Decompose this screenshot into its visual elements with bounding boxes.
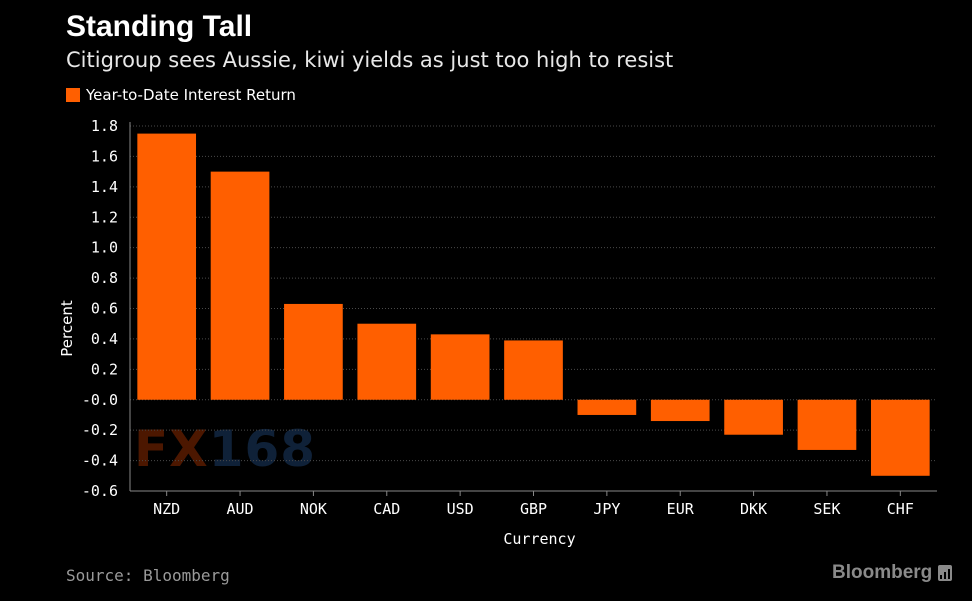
legend: Year-to-Date Interest Return bbox=[66, 86, 296, 104]
x-tick-label: EUR bbox=[667, 500, 695, 518]
bar-eur bbox=[650, 399, 710, 422]
y-axis-label: Percent bbox=[58, 300, 76, 357]
y-tick-label: 0.6 bbox=[91, 300, 118, 318]
bar-aud bbox=[210, 171, 270, 400]
bar-sek bbox=[797, 399, 857, 450]
source-note: Source: Bloomberg bbox=[66, 566, 230, 585]
y-tick-label: 0.4 bbox=[91, 330, 118, 348]
bar-dkk bbox=[724, 399, 783, 435]
bar-chf bbox=[870, 399, 930, 476]
x-tick-label: AUD bbox=[226, 500, 253, 518]
y-tick-label: 1.8 bbox=[91, 117, 118, 135]
y-tick-label: 1.4 bbox=[91, 178, 118, 196]
x-tick-label: USD bbox=[447, 500, 474, 518]
chart-title: Standing Tall bbox=[66, 10, 253, 43]
legend-swatch bbox=[66, 88, 80, 102]
watermark-part-a: FX bbox=[134, 420, 209, 478]
y-tick-label: 1.2 bbox=[91, 208, 118, 226]
bar-jpy bbox=[577, 399, 637, 415]
y-tick-label: -0.0 bbox=[82, 391, 118, 409]
brand-name: Bloomberg bbox=[832, 562, 933, 583]
x-tick-label: CAD bbox=[373, 500, 400, 518]
x-tick-label: SEK bbox=[813, 500, 840, 518]
bar-nzd bbox=[137, 133, 197, 400]
bar-cad bbox=[357, 323, 417, 400]
x-tick-label: NZD bbox=[153, 500, 180, 518]
x-axis-label: Currency bbox=[503, 530, 575, 548]
y-tick-label: 1.6 bbox=[91, 147, 118, 165]
chart-subtitle: Citigroup sees Aussie, kiwi yields as ju… bbox=[66, 48, 674, 72]
x-tick-label: CHF bbox=[887, 500, 914, 518]
legend-label: Year-to-Date Interest Return bbox=[86, 86, 296, 104]
y-tick-label: -0.4 bbox=[82, 452, 118, 470]
x-tick-label: NOK bbox=[300, 500, 327, 518]
bar-gbp bbox=[504, 340, 563, 400]
y-tick-label: 1.0 bbox=[91, 239, 118, 257]
bar-nok bbox=[284, 303, 343, 400]
y-tick-label: -0.6 bbox=[82, 482, 118, 500]
bloomberg-terminal-icon bbox=[938, 565, 953, 581]
bar-usd bbox=[430, 334, 490, 400]
x-tick-label: GBP bbox=[520, 500, 547, 518]
y-tick-label: 0.2 bbox=[91, 360, 118, 378]
y-tick-label: -0.2 bbox=[82, 421, 118, 439]
x-tick-label: DKK bbox=[740, 500, 767, 518]
x-tick-label: JPY bbox=[593, 500, 620, 518]
bloomberg-logo: Bloomberg bbox=[832, 562, 953, 584]
y-tick-label: 0.8 bbox=[91, 269, 118, 287]
